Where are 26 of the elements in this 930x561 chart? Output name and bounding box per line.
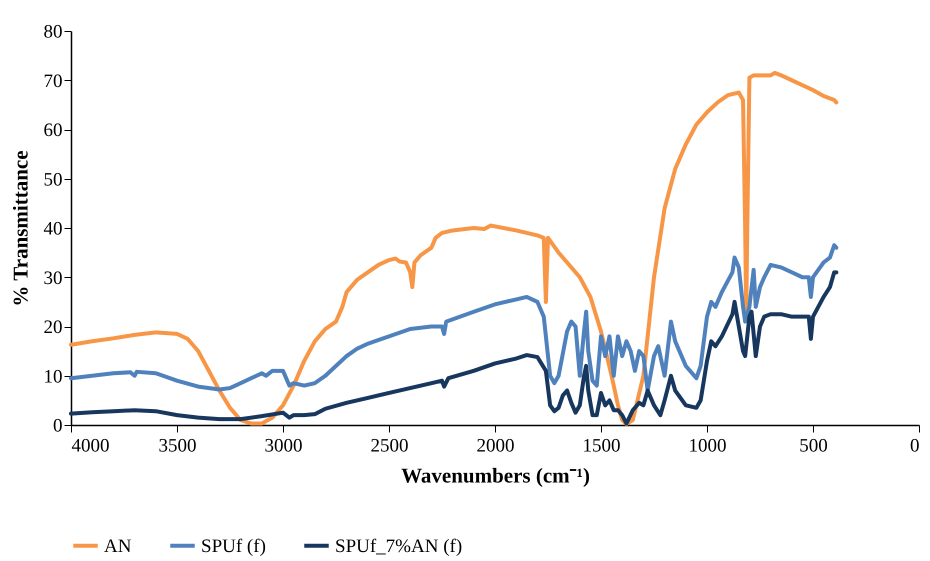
x-tick-label: 0 (910, 436, 920, 456)
y-axis-title: % Transmittance (8, 150, 32, 307)
y-tick-label: 80 (44, 22, 62, 42)
x-tick-label: 3500 (158, 436, 196, 456)
x-tick-label: 1000 (688, 436, 726, 456)
x-axis-title: Wavenumbers (cm⁻¹) (401, 464, 590, 488)
legend-label: AN (104, 536, 132, 557)
x-tick-label: 4000 (72, 436, 110, 456)
legend-label: SPUf (f) (201, 536, 266, 557)
y-tick-label: 30 (44, 268, 62, 289)
x-tick-label: 1500 (582, 436, 620, 456)
y-tick-label: 10 (44, 366, 62, 388)
x-tick-label: 500 (799, 436, 828, 456)
x-tick-label: 3000 (264, 436, 302, 456)
x-tick-label: 2500 (370, 436, 408, 456)
y-tick-label: 50 (44, 169, 62, 190)
line-series (69, 270, 838, 426)
line-series (69, 243, 838, 393)
y-tick-label: 0 (53, 416, 62, 436)
y-tick-label: 40 (44, 218, 62, 240)
y-tick-label: 70 (44, 70, 62, 92)
legend-label: SPUf_7%AN (f) (335, 536, 462, 557)
y-tick-label: 60 (44, 120, 62, 141)
x-tick-label: 2000 (476, 436, 514, 456)
y-tick-label: 20 (44, 317, 62, 338)
line-series (69, 70, 838, 426)
